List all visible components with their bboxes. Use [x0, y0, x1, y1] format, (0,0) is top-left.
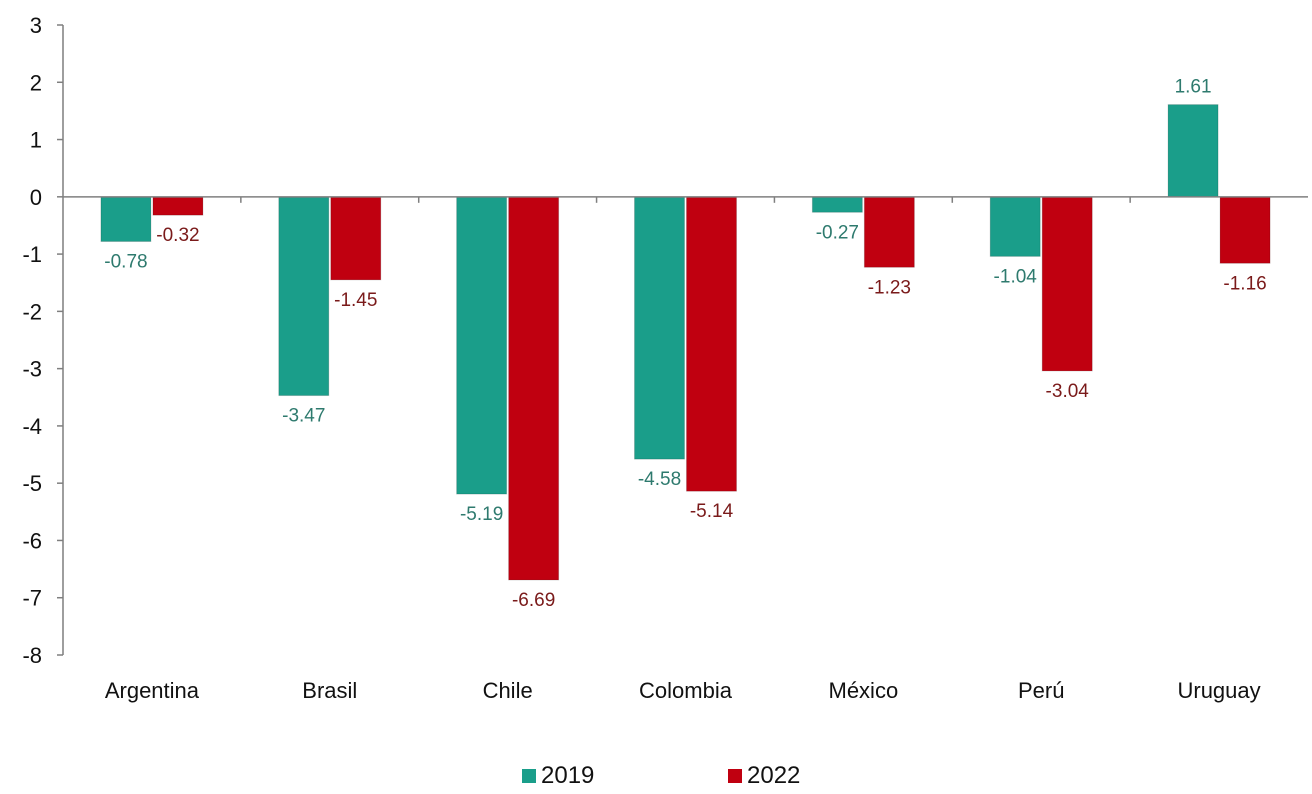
y-tick-label: -8 — [22, 643, 42, 668]
bar-2019-uruguay — [1167, 104, 1219, 198]
bar-2022-brasil — [330, 196, 382, 281]
data-label-2022: -0.32 — [156, 225, 199, 246]
legend-label-2019: 2019 — [541, 762, 594, 789]
y-tick-label: 0 — [30, 185, 42, 210]
bar-2019-colombia — [634, 196, 685, 460]
data-label-2019: -5.19 — [460, 504, 503, 525]
legend-swatch-2022 — [728, 769, 742, 783]
data-label-2022: -1.45 — [334, 290, 377, 311]
data-label-2019: 1.61 — [1175, 77, 1212, 98]
bar-2022-méxico — [863, 196, 915, 268]
y-tick-label: 3 — [30, 13, 42, 38]
category-label: México — [829, 678, 899, 703]
data-label-2022: -1.16 — [1223, 273, 1266, 294]
data-label-2022: -6.69 — [512, 590, 555, 611]
bar-2019-chile — [456, 196, 508, 495]
category-label: Chile — [483, 678, 533, 703]
category-label: Perú — [1018, 678, 1064, 703]
bar-2019-perú — [989, 196, 1041, 257]
x-axis: Argentina Brasil Chile Colombia México Perú Ur… — [63, 196, 1308, 703]
y-tick-label: 2 — [30, 70, 42, 95]
bar-2022-perú — [1041, 196, 1093, 372]
bar-2019-brasil — [278, 196, 330, 397]
legend: 2019 2022 — [522, 762, 800, 789]
y-axis: 3 2 1 0 -1 -2 -3 -4 -5 -6 -7 -8 — [22, 13, 64, 668]
data-label-2019: -1.04 — [994, 266, 1038, 287]
legend-label-2022: 2022 — [747, 762, 800, 789]
bar-2022-uruguay — [1219, 196, 1271, 264]
bar-2022-colombia — [686, 196, 737, 492]
y-tick-label: -2 — [22, 299, 42, 324]
data-label-2019: -4.58 — [638, 469, 681, 490]
y-tick-label: -7 — [22, 586, 42, 611]
legend-swatch-2019 — [522, 769, 536, 783]
category-label: Uruguay — [1177, 678, 1260, 703]
category-label: Colombia — [639, 678, 733, 703]
y-tick-label: -1 — [22, 242, 42, 267]
category-label: Brasil — [302, 678, 357, 703]
y-tick-label: -4 — [22, 414, 42, 439]
bar-2019-méxico — [811, 196, 863, 213]
y-tick-label: -6 — [22, 528, 42, 553]
category-label: Argentina — [105, 678, 200, 703]
bar-2022-argentina — [152, 196, 204, 216]
data-label-2019: -0.27 — [816, 222, 859, 243]
data-label-2022: -5.14 — [690, 501, 734, 522]
data-label-2019: -3.47 — [282, 406, 325, 427]
bars-group — [100, 104, 1271, 581]
data-label-2022: -3.04 — [1046, 381, 1090, 402]
y-tick-label: -3 — [22, 357, 42, 382]
data-labels-group: -0.78 -3.47 -5.19 -4.58 -0.27 -1.04 1.61 -0.32 -… — [104, 77, 1266, 611]
bar-2022-chile — [508, 196, 560, 581]
data-label-2022: -1.23 — [868, 277, 911, 298]
bar-2019-argentina — [100, 196, 152, 242]
y-tick-label: 1 — [30, 128, 42, 153]
y-tick-label: -5 — [22, 471, 42, 496]
data-label-2019: -0.78 — [104, 251, 147, 272]
